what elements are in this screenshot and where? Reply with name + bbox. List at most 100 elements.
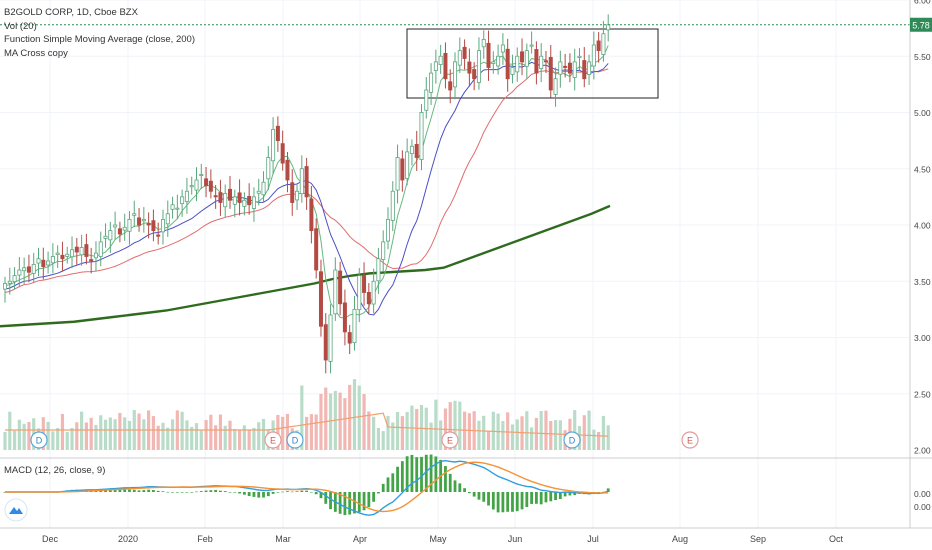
volume-bar	[51, 431, 55, 450]
candle-body	[50, 256, 55, 264]
macd-histogram-bar	[166, 491, 170, 493]
macd-histogram-bar	[242, 492, 246, 495]
candle-body	[180, 196, 185, 205]
macd-histogram-bar	[372, 492, 376, 502]
macd-histogram-bar	[238, 492, 241, 494]
volume-bar	[553, 420, 558, 450]
volume-bar	[539, 411, 543, 450]
macd-histogram-bar	[180, 492, 184, 493]
candle-body	[467, 61, 472, 74]
macd-histogram-bar	[295, 491, 299, 492]
price-tick-label: 3.00	[914, 333, 931, 343]
tradingview-logo[interactable]	[4, 498, 28, 522]
candle-body	[156, 234, 161, 237]
legend-sma[interactable]: Function Simple Moving Average (close, 2…	[4, 34, 195, 45]
macd-tick-label: 0.00	[914, 489, 931, 499]
candle-body	[299, 168, 304, 195]
volume-bar	[242, 425, 246, 450]
candle-body	[443, 53, 448, 80]
macd-histogram-bar	[314, 492, 318, 495]
candle-body	[429, 72, 434, 93]
volume-bar	[439, 420, 443, 450]
time-axis: Dec 2020 Feb Mar Apr May Jun Jul Aug Sep Oct	[42, 534, 844, 544]
volume-bar	[190, 426, 194, 450]
macd-histogram-bar	[171, 492, 174, 493]
volume-bar	[237, 429, 242, 450]
candle-body	[601, 33, 606, 56]
volume-bar	[376, 427, 381, 450]
volume-bar	[218, 414, 223, 450]
volume-bar	[233, 428, 237, 450]
volume-bar	[362, 394, 366, 450]
volume-bar	[453, 400, 457, 450]
volume-bar	[166, 427, 170, 450]
candle-body	[223, 193, 228, 208]
legend-vol[interactable]: Vol (20)	[4, 20, 37, 32]
candle-body	[352, 308, 357, 344]
macd-histogram-bar	[448, 473, 452, 492]
macd-histogram-bar	[558, 492, 562, 500]
candle-body	[395, 157, 400, 191]
event-marker-label: E	[447, 436, 453, 446]
candle-body	[371, 280, 376, 305]
volume-bar	[252, 427, 256, 450]
volume-bar	[161, 422, 165, 450]
price-tick-label: 5.50	[914, 52, 931, 62]
macd-histogram-bar	[396, 466, 399, 492]
macd-histogram-bar	[185, 492, 189, 493]
candle-body	[151, 220, 156, 232]
volume-bar	[127, 420, 132, 450]
candle-body	[357, 275, 362, 311]
macd-histogram-bar	[118, 489, 122, 492]
volume-bar	[84, 422, 88, 450]
macd-legend[interactable]: MACD (12, 26, close, 9)	[4, 465, 106, 476]
macd-histogram-bar	[252, 492, 256, 497]
candle-body	[70, 249, 75, 258]
candle-body	[141, 218, 146, 222]
volume-bar	[582, 415, 586, 450]
macd-histogram-bar	[228, 492, 232, 493]
candle-body	[213, 195, 218, 198]
volume-bar	[27, 422, 31, 450]
candle-body	[7, 280, 12, 284]
volume-bar	[247, 429, 251, 450]
candle-body	[572, 61, 577, 78]
candle-body	[290, 182, 295, 203]
candle-body	[606, 24, 611, 31]
candle-body	[208, 180, 213, 192]
macd-histogram-bar	[281, 491, 285, 493]
candle-body	[17, 269, 22, 276]
candle-body	[486, 42, 491, 68]
volume-bar	[223, 425, 227, 450]
last-price-badge	[910, 17, 932, 32]
volume-bar	[357, 385, 361, 450]
volume-bar	[65, 431, 69, 450]
event-marker-earnings	[681, 431, 699, 449]
volume-bar	[8, 411, 12, 450]
candle-body	[534, 49, 539, 74]
event-marker-label: E	[687, 436, 693, 446]
candle-body	[137, 217, 142, 226]
macd-histogram-bar	[410, 454, 414, 492]
candle-body	[314, 228, 319, 271]
legend-macross[interactable]: MA Cross copy	[4, 47, 68, 59]
macd-histogram-bar	[554, 492, 557, 501]
candle-body	[89, 259, 94, 262]
candle-body	[261, 181, 266, 196]
sma-200-line	[0, 204, 611, 328]
candle-body	[342, 302, 347, 333]
macd-histogram-bar	[190, 492, 194, 493]
candle-body	[108, 230, 113, 241]
volume-bar	[544, 410, 548, 450]
macd-histogram-bar	[271, 492, 275, 494]
volume-bar	[549, 420, 553, 450]
candle-body	[36, 258, 41, 264]
volume-bar	[156, 425, 160, 450]
chart-grid	[0, 0, 910, 528]
candle-body	[74, 246, 79, 253]
candlesticks	[3, 14, 611, 374]
candle-body	[596, 40, 601, 52]
time-tick-label: Oct	[829, 534, 844, 544]
macd-histogram-bar	[482, 492, 486, 502]
